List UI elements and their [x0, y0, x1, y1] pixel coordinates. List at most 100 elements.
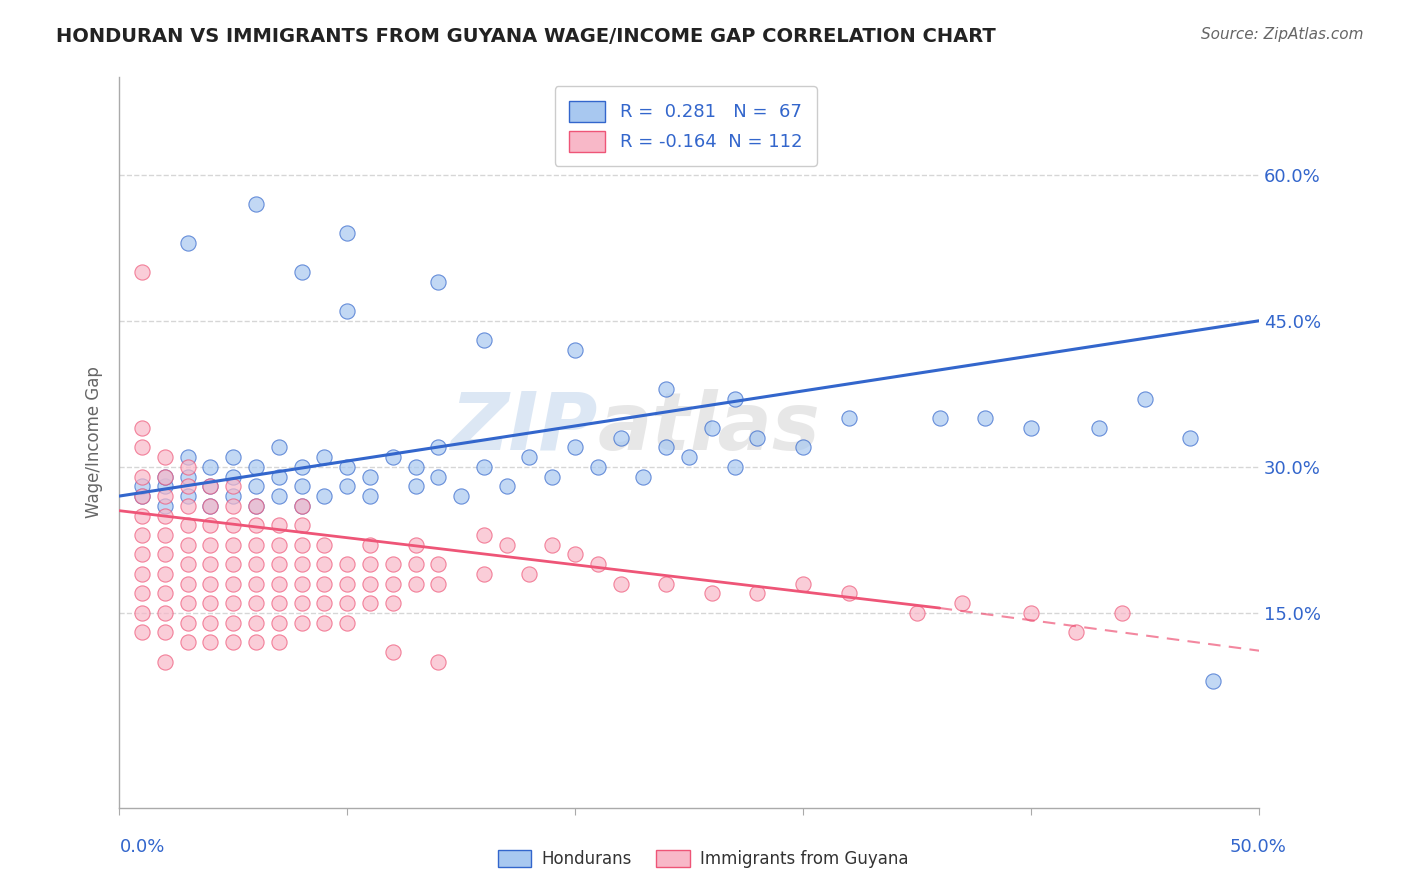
Point — [381, 645, 404, 659]
Point — [131, 489, 153, 503]
Point — [245, 596, 267, 610]
Point — [176, 459, 198, 474]
Point — [200, 499, 222, 513]
Point — [153, 479, 176, 493]
Point — [267, 635, 290, 649]
Point — [633, 469, 655, 483]
Point — [131, 441, 153, 455]
Point — [131, 489, 153, 503]
Point — [290, 518, 312, 533]
Point — [200, 615, 222, 630]
Point — [267, 518, 290, 533]
Point — [153, 469, 176, 483]
Point — [359, 596, 381, 610]
Text: 0.0%: 0.0% — [120, 838, 165, 855]
Point — [359, 576, 381, 591]
Point — [200, 635, 222, 649]
Point — [131, 566, 153, 581]
Point — [176, 469, 198, 483]
Point — [245, 615, 267, 630]
Point — [405, 459, 427, 474]
Point — [314, 489, 336, 503]
Point — [245, 499, 267, 513]
Point — [564, 343, 586, 357]
Point — [267, 596, 290, 610]
Point — [245, 499, 267, 513]
Point — [381, 450, 404, 464]
Point — [245, 576, 267, 591]
Point — [200, 576, 222, 591]
Point — [131, 606, 153, 620]
Point — [200, 479, 222, 493]
Point — [200, 558, 222, 572]
Point — [905, 606, 928, 620]
Point — [336, 304, 359, 318]
Point — [655, 441, 678, 455]
Point — [519, 450, 541, 464]
Point — [837, 586, 859, 600]
Point — [586, 558, 609, 572]
Point — [472, 528, 495, 542]
Point — [427, 469, 450, 483]
Text: Source: ZipAtlas.com: Source: ZipAtlas.com — [1201, 27, 1364, 42]
Point — [176, 499, 198, 513]
Point — [952, 596, 974, 610]
Point — [222, 615, 245, 630]
Point — [200, 538, 222, 552]
Point — [359, 489, 381, 503]
Point — [245, 538, 267, 552]
Point — [153, 528, 176, 542]
Point — [314, 576, 336, 591]
Point — [131, 528, 153, 542]
Point — [267, 576, 290, 591]
Point — [176, 489, 198, 503]
Point — [450, 489, 472, 503]
Point — [176, 558, 198, 572]
Point — [200, 596, 222, 610]
Point — [359, 558, 381, 572]
Point — [290, 499, 312, 513]
Point — [1066, 625, 1088, 640]
Point — [495, 538, 517, 552]
Point — [290, 479, 312, 493]
Point — [245, 479, 267, 493]
Point — [564, 441, 586, 455]
Point — [1019, 606, 1042, 620]
Point — [245, 558, 267, 572]
Point — [1202, 674, 1225, 689]
Point — [222, 489, 245, 503]
Point — [176, 635, 198, 649]
Point — [747, 586, 769, 600]
Point — [792, 576, 814, 591]
Point — [267, 489, 290, 503]
Point — [427, 441, 450, 455]
Point — [336, 226, 359, 240]
Point — [131, 586, 153, 600]
Point — [222, 558, 245, 572]
Point — [1180, 431, 1202, 445]
Point — [427, 576, 450, 591]
Point — [131, 479, 153, 493]
Point — [336, 596, 359, 610]
Point — [176, 479, 198, 493]
Point — [153, 548, 176, 562]
Point — [245, 635, 267, 649]
Point — [747, 431, 769, 445]
Point — [245, 518, 267, 533]
Point — [222, 450, 245, 464]
Point — [200, 459, 222, 474]
Point — [176, 596, 198, 610]
Point — [678, 450, 700, 464]
Point — [405, 479, 427, 493]
Point — [290, 459, 312, 474]
Point — [405, 576, 427, 591]
Point — [131, 548, 153, 562]
Text: HONDURAN VS IMMIGRANTS FROM GUYANA WAGE/INCOME GAP CORRELATION CHART: HONDURAN VS IMMIGRANTS FROM GUYANA WAGE/… — [56, 27, 995, 45]
Point — [472, 566, 495, 581]
Point — [427, 558, 450, 572]
Point — [222, 469, 245, 483]
Point — [359, 538, 381, 552]
Point — [314, 450, 336, 464]
Point — [153, 469, 176, 483]
Point — [519, 566, 541, 581]
